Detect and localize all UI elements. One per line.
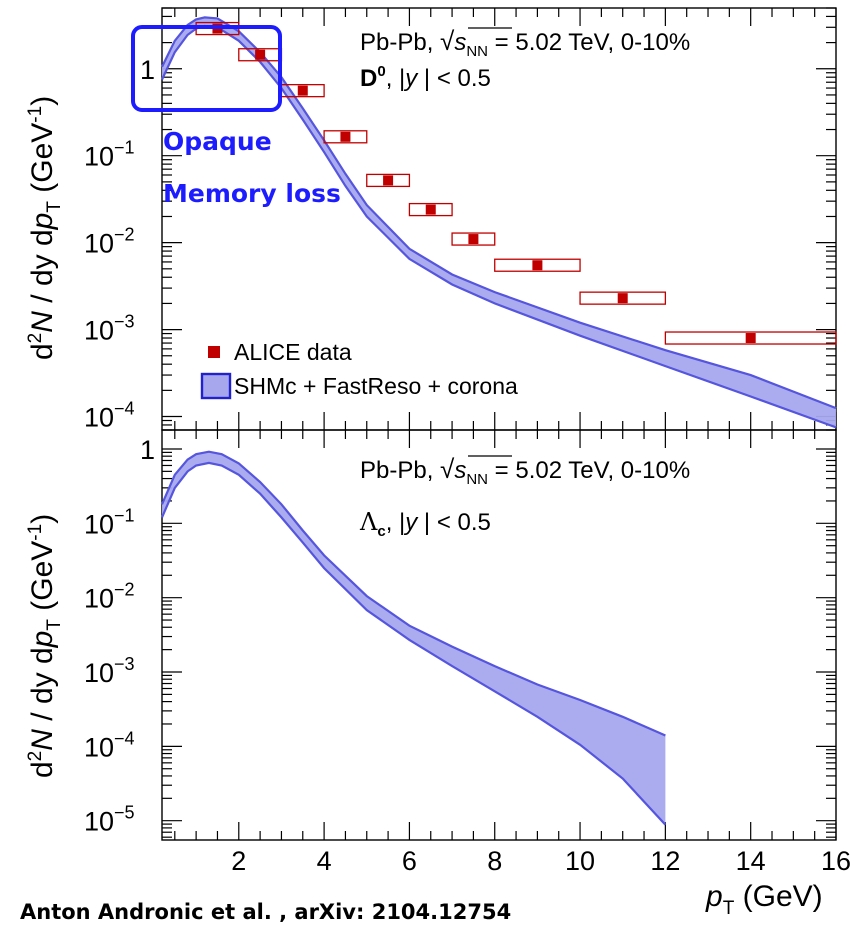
model-band-upper [161,16,837,410]
model-band-lower [161,24,837,429]
y-tick-label: 1 [140,55,155,85]
x-tick-label: 8 [487,846,502,876]
y-tick-label: 10−1 [84,138,135,172]
data-point [383,175,394,186]
x-tick-label: 16 [821,846,851,876]
x-axis-label: pT (GeV) [705,880,823,919]
x-tick-label: 10 [565,846,595,876]
data-point-syst-box [579,291,667,305]
model-band-lower [160,461,667,826]
x-tick-label: 12 [650,846,680,876]
y-tick-label: 10−4 [84,728,135,762]
top-y-axis-label: d2N / dy dpT (GeV-1) [25,96,65,360]
data-point [617,293,628,304]
data-point [468,234,479,245]
model-band-fill [162,451,666,825]
x-tick-label: 14 [736,846,766,876]
bottom-y-axis-label: d2N / dy dpT (GeV-1) [25,514,65,778]
x-tick-label: 6 [402,846,417,876]
y-tick-label: 10−5 [84,803,135,837]
data-point [425,204,436,215]
top-model-band [161,16,837,429]
top-annotation-system: Pb-Pb, √sNN = 5.02 TeV, 0-10% [360,26,690,60]
bottom-annotation-particle: Λc, |y | < 0.5 [359,508,491,540]
data-point [532,260,543,271]
legend-label-model: SHMc + FastReso + corona [234,373,518,399]
legend: ALICE data SHMc + FastReso + corona [200,339,518,400]
highlight-label-opaque: Opaque [163,127,272,156]
legend-label-alice: ALICE data [234,339,352,365]
data-point-syst-box [408,202,453,217]
data-point [297,85,308,96]
citation-credit: Anton Andronic et al. , arXiv: 2104.1275… [20,900,512,924]
y-tick-label: 10−3 [84,312,135,346]
bottom-panel-frame [161,429,837,841]
data-point-syst-box [323,130,368,144]
y-tick-label: 10−2 [84,580,135,614]
bottom-annotation-system: Pb-Pb, √sNN = 5.02 TeV, 0-10% [360,454,690,488]
data-point [255,49,266,60]
data-point-syst-box [494,258,581,272]
top-panel-ticks: 1 10−1 10−2 10−3 10−4 [84,7,837,433]
y-tick-label: 10−2 [84,225,135,259]
y-tick-label: 10−3 [84,654,135,688]
y-tick-label: 10−4 [84,399,135,433]
model-band-fill [162,17,836,428]
data-point [745,333,756,344]
top-annotation-particle: D0, |y | < 0.5 [360,63,491,92]
model-band-upper [160,450,666,737]
bottom-panel-ticks: 1 10−1 10−2 10−3 10−4 10−5 2 4 6 8 10 12 14 16 [84,430,851,876]
y-tick-label: 1 [140,435,155,465]
legend-marker-model [200,372,232,400]
top-panel-frame [161,7,837,431]
data-point-syst-box [451,232,496,246]
data-point-syst-box [366,173,411,188]
data-point [340,131,351,142]
y-tick-label: 10−1 [84,505,135,539]
highlight-box [131,25,282,112]
data-point-syst-box [664,331,837,345]
legend-marker-alice [208,346,220,358]
highlight-label-memory-loss: Memory loss [163,179,341,208]
x-tick-label: 4 [317,846,332,876]
bottom-model-band [160,450,667,826]
x-tick-label: 2 [231,846,246,876]
